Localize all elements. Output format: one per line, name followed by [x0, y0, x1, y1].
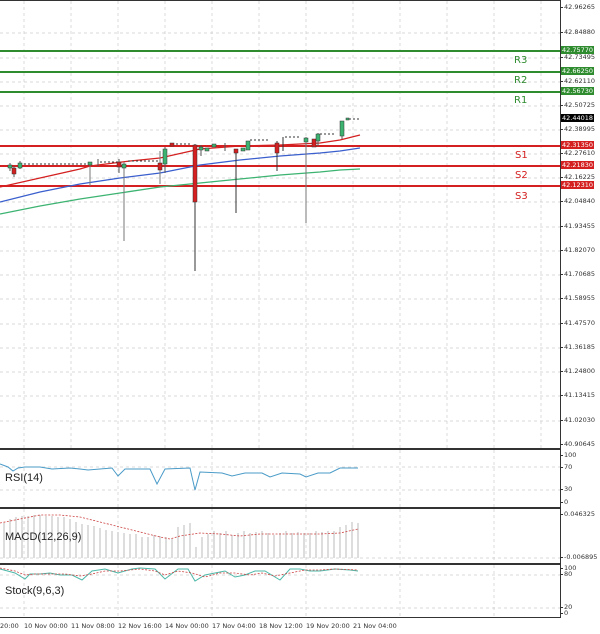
price-tick: 42.38995: [559, 125, 596, 133]
price-tick: 42.50725: [559, 101, 596, 109]
macd-axis: 0.046325 -0.006895: [559, 508, 600, 564]
rsi-label: RSI(14): [5, 472, 43, 484]
price-tick: 42.04840: [559, 197, 596, 205]
price-tick: 42.62110: [559, 77, 596, 85]
level-label-r2: R2: [514, 75, 528, 86]
stoch-tick: 100: [559, 564, 577, 572]
price-tick: 41.24800: [559, 367, 596, 375]
stoch-k-line: [0, 567, 359, 582]
price-tick: 41.13415: [559, 391, 596, 399]
time-tick: 19 Nov 20:00: [306, 622, 350, 630]
ma-fast-line: [0, 134, 361, 188]
time-axis: 20:00 10 Nov 00:00 11 Nov 08:00 12 Nov 1…: [0, 618, 561, 634]
ma-mid-line: [0, 147, 361, 203]
stochastic-axis: 100 80 20 0: [559, 564, 600, 618]
rsi-tick: 0: [559, 498, 569, 506]
macd-canvas: [0, 509, 560, 563]
level-label-r1: R1: [514, 95, 528, 106]
price-tick: 41.70685: [559, 270, 596, 278]
stochastic-canvas: [0, 565, 560, 617]
level-label-s3: S3: [515, 191, 528, 202]
price-tick: 41.02030: [559, 416, 596, 424]
r1-price-tag: 42.56730: [561, 87, 595, 95]
price-tick: 40.90645: [559, 440, 596, 448]
s2-price-tag: 42.21830: [561, 161, 595, 169]
stoch-tick: 0: [559, 609, 569, 617]
macd-label: MACD(12,26,9): [5, 531, 82, 543]
macd-histogram: [3, 515, 359, 558]
price-tick: 42.96265: [559, 3, 596, 11]
price-tick: 41.82070: [559, 246, 596, 254]
price-tick: 42.16225: [559, 173, 596, 181]
ma-slow-line: [0, 168, 361, 215]
price-chart-canvas: [0, 1, 560, 448]
time-tick: 21 Nov 04:00: [353, 622, 397, 630]
price-tick: 42.27610: [559, 149, 596, 157]
pivot-levels: [0, 50, 560, 187]
current-price-tag: 42.44018: [561, 114, 595, 122]
level-label-r3: R3: [514, 55, 528, 66]
rsi-axis: 100 70 30 0: [559, 449, 600, 508]
price-chart-panel[interactable]: R3 R2 R1 S1 S2 S3: [0, 0, 561, 449]
level-label-s2: S2: [515, 170, 528, 181]
price-tick: 41.36185: [559, 343, 596, 351]
price-tick: 41.47570: [559, 319, 596, 327]
time-tick: 14 Nov 00:00: [165, 622, 209, 630]
price-axis: 42.96265 42.84880 42.73495 42.62110 42.5…: [559, 0, 600, 449]
macd-tick: -0.006895: [559, 553, 598, 561]
rsi-tick: 70: [559, 463, 573, 471]
macd-tick: 0.046325: [559, 510, 596, 518]
price-tick: 42.84880: [559, 28, 596, 36]
time-tick: 17 Nov 04:00: [212, 622, 256, 630]
stochastic-panel[interactable]: Stock(9,6,3): [0, 564, 561, 618]
price-tick: 41.58955: [559, 294, 596, 302]
time-tick: 11 Nov 08:00: [71, 622, 115, 630]
time-tick: 18 Nov 12:00: [259, 622, 303, 630]
rsi-line: [0, 463, 358, 491]
stoch-tick: 80: [559, 570, 573, 578]
rsi-tick: 30: [559, 485, 573, 493]
r3-price-tag: 42.75770: [561, 46, 595, 54]
time-tick: 10 Nov 00:00: [24, 622, 68, 630]
level-label-s1: S1: [515, 150, 528, 161]
stoch-label: Stock(9,6,3): [5, 585, 65, 597]
time-tick: 20:00: [0, 622, 19, 630]
price-tick: 42.73495: [559, 53, 596, 61]
r2-price-tag: 42.66250: [561, 67, 595, 75]
stoch-d-line: [0, 567, 359, 578]
rsi-panel[interactable]: RSI(14): [0, 449, 561, 508]
s1-price-tag: 42.31350: [561, 141, 595, 149]
time-tick: 12 Nov 16:00: [118, 622, 162, 630]
macd-panel[interactable]: MACD(12,26,9): [0, 508, 561, 564]
rsi-tick: 100: [559, 451, 577, 459]
macd-signal-line: [0, 514, 359, 540]
s3-price-tag: 42.12310: [561, 181, 595, 189]
candles: [7, 117, 360, 271]
rsi-canvas: [0, 450, 560, 507]
stoch-tick: 20: [559, 603, 573, 611]
price-tick: 41.93455: [559, 222, 596, 230]
